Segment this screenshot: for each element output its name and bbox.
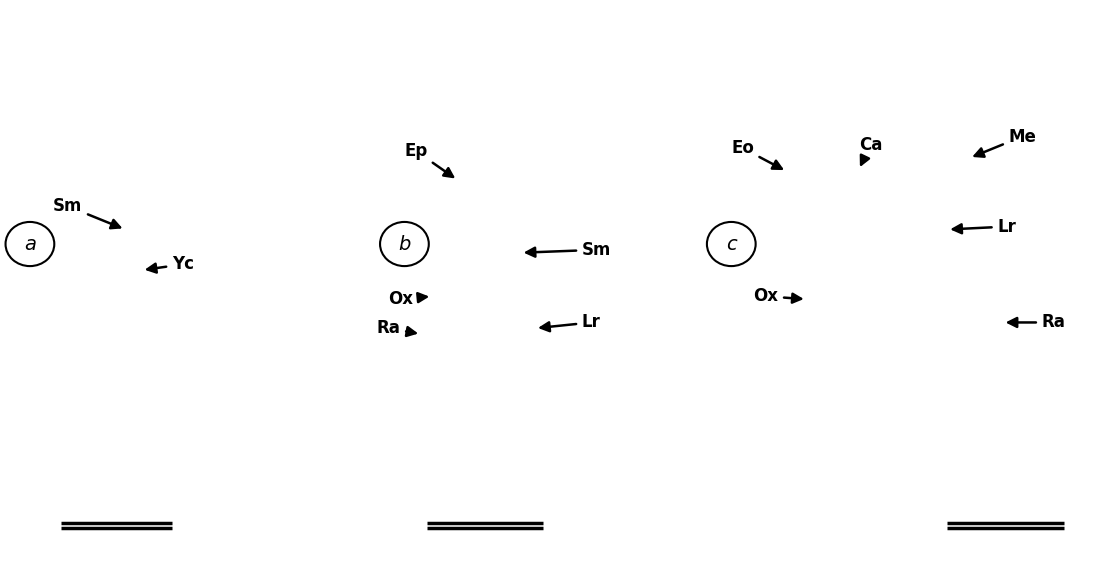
Text: Ox: Ox <box>388 290 427 308</box>
Text: Sm: Sm <box>53 198 120 228</box>
Text: b: b <box>398 235 411 253</box>
Text: Me: Me <box>975 128 1036 157</box>
Text: Ra: Ra <box>1008 314 1066 331</box>
Text: Eo: Eo <box>731 139 782 169</box>
Text: Lr: Lr <box>953 218 1016 235</box>
Text: Sm: Sm <box>526 241 612 259</box>
Text: Ep: Ep <box>404 142 453 177</box>
Text: Ra: Ra <box>377 320 416 337</box>
Text: Ca: Ca <box>859 137 882 164</box>
Text: c: c <box>726 235 737 253</box>
Text: Ox: Ox <box>753 288 801 305</box>
Text: a: a <box>24 235 35 253</box>
Text: Yc: Yc <box>147 256 194 273</box>
Text: Lr: Lr <box>541 314 601 331</box>
